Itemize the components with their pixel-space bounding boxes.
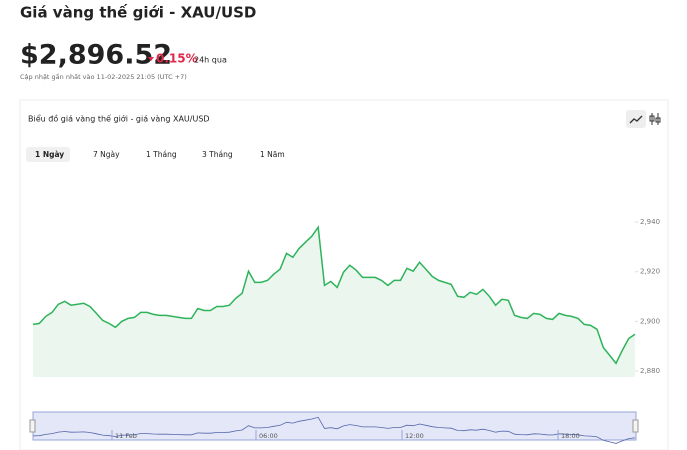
navigator-handle[interactable]: [29, 419, 36, 433]
y-tick-label: 2,920: [640, 268, 660, 276]
line-chart-button[interactable]: [626, 110, 646, 128]
tab[interactable]: 7 Ngày: [93, 150, 120, 159]
price-change: 0.15%: [156, 52, 198, 66]
chart-title: Biểu đồ giá vàng thế giới - giá vàng XAU…: [28, 114, 210, 124]
page-title: Giá vàng thế giới - XAU/USD: [20, 3, 256, 22]
updated-time: Cập nhật gần nhất vào 11-02-2025 21:05 (…: [20, 73, 187, 81]
navigator-label: 06:00: [259, 432, 278, 440]
change-period: 24h qua: [194, 56, 227, 65]
tab[interactable]: 1 Năm: [260, 150, 285, 159]
y-tick-label: 2,880: [640, 367, 660, 375]
tab[interactable]: 1 Ngày: [35, 150, 64, 159]
navigator-handle[interactable]: [632, 419, 639, 433]
line-icon: [629, 115, 643, 124]
y-tick-label: 2,940: [640, 218, 660, 226]
navigator-label: 18:00: [561, 432, 580, 440]
navigator-line: [32, 416, 636, 444]
price: $2,896.52: [20, 40, 172, 71]
navigator-label: 12:00: [405, 432, 424, 440]
candle-chart-button[interactable]: [649, 113, 661, 125]
tab[interactable]: 3 Tháng: [202, 150, 233, 159]
navigator-label: 11 Feb: [115, 432, 137, 440]
y-tick-label: 2,900: [640, 317, 660, 325]
down-arrow: [148, 57, 154, 61]
navigator[interactable]: [32, 411, 637, 441]
tab[interactable]: 1 Tháng: [146, 150, 177, 159]
area-fill: [33, 227, 635, 377]
price-line: [32, 225, 636, 365]
tab-active: [26, 147, 70, 162]
